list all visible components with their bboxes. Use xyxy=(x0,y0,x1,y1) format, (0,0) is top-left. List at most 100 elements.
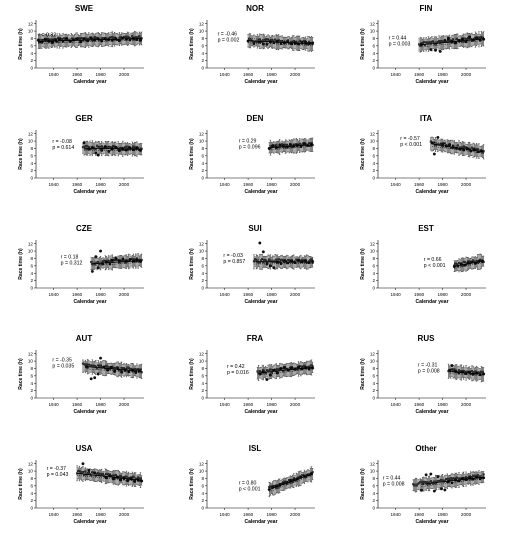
panel-sui: SUI 0 2 4 6 8 10 12 1940 1960 1980 2000 Calendar yea… xyxy=(189,224,315,305)
x-axis-label: Calendar year xyxy=(244,409,277,415)
mean-marker xyxy=(450,146,454,150)
mean-marker xyxy=(120,366,123,370)
panel-title: NOR xyxy=(246,4,264,13)
mean-marker xyxy=(122,35,126,38)
r-value: r = -0.37 xyxy=(47,466,67,472)
y-tick-label: 12 xyxy=(28,241,34,246)
mean-marker xyxy=(482,150,485,153)
mean-marker xyxy=(122,148,126,151)
y-tick-label: 0 xyxy=(30,66,33,71)
x-axis-label: Calendar year xyxy=(244,299,277,305)
x-tick-label: 1940 xyxy=(48,402,59,407)
p-value: p = 0.008 xyxy=(418,368,440,374)
r-value: r = 0.66 xyxy=(424,257,442,263)
mean-marker xyxy=(417,43,421,46)
mean-marker xyxy=(291,480,294,483)
data-point xyxy=(258,241,262,245)
mean-marker xyxy=(98,262,101,265)
y-tick-label: 6 xyxy=(201,483,204,488)
x-tick-label: 1980 xyxy=(437,512,448,517)
mean-marker xyxy=(105,38,108,42)
y-axis-label: Race time (h) xyxy=(360,28,366,60)
y-tick-label: 12 xyxy=(199,461,205,466)
mean-marker xyxy=(309,259,312,262)
mean-marker xyxy=(429,480,432,483)
mean-marker xyxy=(419,44,422,47)
y-tick-label: 0 xyxy=(30,286,33,291)
mean-marker xyxy=(277,484,280,487)
y-tick-label: 2 xyxy=(372,58,375,63)
data-point xyxy=(100,39,104,43)
mean-marker xyxy=(415,484,418,487)
x-tick-label: 1940 xyxy=(48,182,59,187)
trend-line xyxy=(248,40,313,45)
mean-marker xyxy=(125,35,128,38)
mean-marker xyxy=(111,260,114,263)
p-value: p = 0.096 xyxy=(239,145,261,151)
mean-marker xyxy=(476,147,479,151)
mean-marker xyxy=(108,368,112,371)
data-point xyxy=(72,38,76,42)
y-tick-label: 8 xyxy=(30,146,33,151)
x-tick-label: 1980 xyxy=(95,292,106,297)
mean-marker xyxy=(426,483,429,486)
ci-lower xyxy=(86,368,142,374)
x-tick-label: 1980 xyxy=(437,292,448,297)
x-tick-label: 1940 xyxy=(219,182,230,187)
y-tick-label: 12 xyxy=(370,241,376,246)
mean-marker xyxy=(272,260,276,263)
mean-marker xyxy=(290,40,293,44)
x-axis-label: Calendar year xyxy=(244,189,277,195)
mean-marker xyxy=(77,469,80,473)
panel-title: FIN xyxy=(420,4,433,13)
data-point xyxy=(126,479,130,483)
y-tick-label: 12 xyxy=(370,131,376,136)
mean-marker xyxy=(133,38,136,41)
mean-marker xyxy=(436,143,439,146)
data-point xyxy=(75,37,79,41)
y-tick-label: 4 xyxy=(201,161,204,166)
y-axis-label: Race time (h) xyxy=(18,248,24,280)
x-tick-label: 2000 xyxy=(119,292,130,297)
mean-marker xyxy=(269,259,272,262)
panel-title: GER xyxy=(75,114,93,123)
data-point xyxy=(99,356,103,360)
mean-marker xyxy=(417,482,421,485)
r-value: r = 0.29 xyxy=(239,139,257,145)
data-point xyxy=(275,371,279,375)
mean-marker xyxy=(124,145,127,149)
mean-marker xyxy=(479,258,482,261)
mean-marker xyxy=(101,472,105,475)
trend-line xyxy=(449,371,484,375)
mean-marker xyxy=(433,141,436,144)
mean-marker xyxy=(256,370,259,373)
panel-ger: GER 0 2 4 6 8 10 12 1940 1960 1980 2000 Calendar yea… xyxy=(18,114,144,195)
data-point xyxy=(293,261,297,264)
ci-upper xyxy=(84,145,142,148)
mean-marker xyxy=(47,38,51,41)
x-tick-label: 1960 xyxy=(72,182,83,187)
mean-marker xyxy=(300,474,304,477)
mean-marker xyxy=(475,260,478,263)
p-value: p = 0.003 xyxy=(389,42,411,48)
mean-marker xyxy=(285,482,288,485)
mean-marker xyxy=(256,40,259,44)
mean-marker xyxy=(131,34,134,38)
mean-marker xyxy=(255,258,258,261)
y-tick-label: 12 xyxy=(28,461,34,466)
mean-marker xyxy=(419,481,422,484)
y-tick-label: 10 xyxy=(28,139,34,144)
mean-marker xyxy=(118,368,121,372)
panel-cze: CZE 0 2 4 6 8 10 12 1940 1960 1980 2000 Calendar yea… xyxy=(18,224,144,305)
mean-marker xyxy=(95,144,99,147)
x-axis-label: Calendar year xyxy=(73,409,106,415)
y-tick-label: 2 xyxy=(372,388,375,393)
ci-upper xyxy=(449,368,484,374)
mean-marker xyxy=(249,38,252,41)
y-tick-label: 4 xyxy=(201,51,204,56)
mean-marker xyxy=(414,483,417,486)
y-tick-label: 12 xyxy=(28,21,34,26)
y-tick-label: 8 xyxy=(372,476,375,481)
mean-marker xyxy=(477,36,481,39)
panel-est: EST 0 2 4 6 8 10 12 1940 1960 1980 2000 Calendar yea… xyxy=(360,224,486,305)
